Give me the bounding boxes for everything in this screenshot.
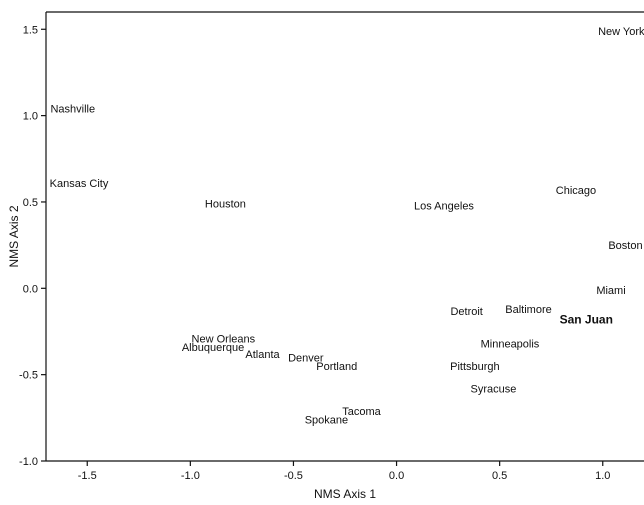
x-ticks: -1.5 -1.0 -0.5 0.0 0.5 1.0 [78,461,610,482]
city-label-point: Albuquerque [182,342,244,354]
x-tick-label: 0.5 [492,470,507,482]
city-label-point: New Orleans [192,333,256,345]
city-labels: New York Nashville Kansas City Houston Los A… [50,26,644,427]
city-label-point: Spokane [305,415,348,427]
city-label-point: New York [598,26,644,38]
city-label-point: Los Angeles [414,200,474,212]
y-tick-label: -1.0 [19,456,38,468]
city-label-point: Pittsburgh [450,361,500,373]
y-tick-label: 1.5 [23,24,38,36]
city-label-point: Atlanta [245,349,280,361]
city-label-point: Boston [608,240,642,252]
x-tick-label: -0.5 [284,470,303,482]
city-label-point: Houston [205,199,246,211]
city-label-point: Minneapolis [481,339,540,351]
city-label-point: Kansas City [50,178,109,190]
city-label-point: Syracuse [471,383,517,395]
y-tick-label: 0.5 [23,197,38,209]
city-label-point: San Juan [560,312,613,326]
city-label-point: Nashville [50,104,95,116]
city-label-point: Detroit [450,306,482,318]
city-label-point: Chicago [556,185,596,197]
x-tick-label: -1.5 [78,470,97,482]
x-tick-label: -1.0 [181,470,200,482]
y-ticks: -1.0 -0.5 0.0 0.5 1.0 1.5 [19,24,46,468]
city-label-point: Portland [316,361,357,373]
city-label-point: Denver [288,352,324,364]
city-label-point: Tacoma [342,406,381,418]
axes [45,11,644,462]
y-axis-title: NMS Axis 2 [7,205,21,267]
y-tick-label: -0.5 [19,370,38,382]
city-label-point: Baltimore [505,304,551,316]
y-tick-label: 0.0 [23,283,38,295]
y-tick-label: 1.0 [23,111,38,123]
city-label-point: Miami [596,285,625,297]
x-axis-title: NMS Axis 1 [314,487,376,501]
x-tick-label: 1.0 [595,470,610,482]
x-tick-label: 0.0 [389,470,404,482]
